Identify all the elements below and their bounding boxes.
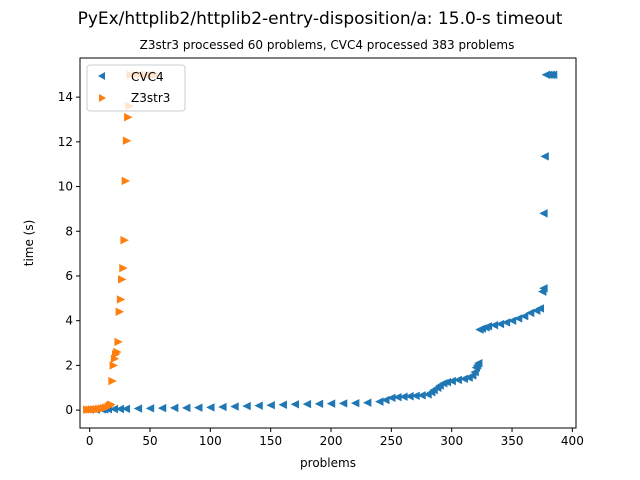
point-cvc4 xyxy=(314,399,324,409)
point-cvc4 xyxy=(115,404,125,414)
x-tick-label: 200 xyxy=(320,434,343,448)
point-cvc4 xyxy=(218,402,227,412)
point-z3str3 xyxy=(114,337,123,347)
point-cvc4 xyxy=(350,398,360,408)
legend: CVC4 Z3str3 xyxy=(86,64,186,112)
x-tick-label: 350 xyxy=(501,434,524,448)
x-tick-label: 0 xyxy=(86,434,94,448)
point-cvc4 xyxy=(278,400,287,409)
point-cvc4 xyxy=(519,312,529,321)
point-cvc4 xyxy=(417,391,426,400)
point-cvc4 xyxy=(145,404,155,413)
point-z3str3 xyxy=(113,347,122,357)
legend-marker-cvc4 xyxy=(98,72,105,80)
point-cvc4 xyxy=(548,70,558,79)
x-axis: 0 50 100 150 200 250 300 350 400 xyxy=(86,428,584,448)
point-cvc4 xyxy=(459,374,468,384)
point-cvc4 xyxy=(539,209,548,218)
x-tick-label: 250 xyxy=(380,434,403,448)
point-cvc4 xyxy=(290,400,300,409)
plot-frame xyxy=(79,57,577,429)
y-axis-label: time (s) xyxy=(22,220,36,267)
y-axis: 0 2 4 6 8 10 12 14 xyxy=(58,90,80,417)
y-tick-label: 10 xyxy=(58,180,73,194)
point-cvc4 xyxy=(405,392,414,401)
point-cvc4 xyxy=(109,404,118,414)
x-tick-label: 300 xyxy=(440,434,463,448)
y-tick-label: 8 xyxy=(65,224,73,238)
chart-title: PyEx/httplib2/httplib2-entry-disposition… xyxy=(78,9,563,29)
point-cvc4 xyxy=(447,376,456,386)
y-tick-label: 2 xyxy=(65,358,73,372)
point-cvc4 xyxy=(375,397,384,406)
point-cvc4 xyxy=(230,402,239,411)
point-cvc4 xyxy=(194,403,203,412)
legend-box xyxy=(86,64,186,112)
point-cvc4 xyxy=(399,392,408,401)
point-cvc4 xyxy=(387,393,396,403)
point-cvc4 xyxy=(181,403,191,413)
point-cvc4 xyxy=(206,403,215,412)
point-cvc4 xyxy=(483,322,493,331)
point-cvc4 xyxy=(495,319,505,329)
y-tick-label: 0 xyxy=(65,403,73,417)
point-z3str3 xyxy=(115,307,125,316)
legend-label-cvc4: CVC4 xyxy=(131,70,164,84)
point-cvc4 xyxy=(326,399,336,408)
point-z3str3 xyxy=(108,376,117,386)
point-cvc4 xyxy=(393,392,402,402)
point-cvc4 xyxy=(363,398,372,407)
y-tick-label: 12 xyxy=(58,135,73,149)
point-z3str3 xyxy=(107,400,116,409)
x-tick-label: 150 xyxy=(259,434,282,448)
point-cvc4 xyxy=(442,377,452,387)
point-cvc4 xyxy=(474,358,483,368)
point-cvc4 xyxy=(157,403,167,413)
plot-marks xyxy=(83,70,558,414)
y-tick-label: 6 xyxy=(65,269,73,283)
y-tick-label: 4 xyxy=(65,314,73,328)
point-cvc4 xyxy=(169,403,179,413)
point-cvc4 xyxy=(535,304,544,313)
legend-marker-z3str3 xyxy=(99,94,106,102)
point-cvc4 xyxy=(539,284,548,293)
point-z3str3 xyxy=(116,295,126,304)
point-cvc4 xyxy=(513,314,523,323)
point-cvc4 xyxy=(501,318,511,327)
x-axis-label: problems xyxy=(300,456,356,470)
point-z3str3 xyxy=(122,136,132,145)
chart-subtitle: Z3str3 processed 60 problems, CVC4 proce… xyxy=(140,38,515,52)
point-cvc4 xyxy=(338,399,348,408)
point-z3str3 xyxy=(109,361,118,370)
point-cvc4 xyxy=(540,152,549,161)
point-cvc4 xyxy=(254,401,263,410)
point-cvc4 xyxy=(302,399,312,409)
y-tick-label: 14 xyxy=(58,90,73,104)
point-cvc4 xyxy=(242,401,251,411)
point-cvc4 xyxy=(507,316,517,325)
point-cvc4 xyxy=(121,404,131,413)
point-z3str3 xyxy=(120,236,129,245)
point-cvc4 xyxy=(489,320,499,330)
point-cvc4 xyxy=(381,395,390,405)
point-cvc4 xyxy=(411,391,420,401)
point-cvc4 xyxy=(453,375,462,385)
point-cvc4 xyxy=(133,404,143,413)
point-z3str3 xyxy=(119,263,128,273)
x-tick-label: 50 xyxy=(142,434,157,448)
legend-label-z3str3: Z3str3 xyxy=(131,91,170,105)
point-cvc4 xyxy=(266,400,275,410)
x-tick-label: 400 xyxy=(561,434,584,448)
point-z3str3 xyxy=(121,176,131,186)
point-z3str3 xyxy=(124,113,133,122)
point-z3str3 xyxy=(118,275,127,284)
point-cvc4 xyxy=(525,308,535,318)
x-tick-label: 100 xyxy=(199,434,222,448)
